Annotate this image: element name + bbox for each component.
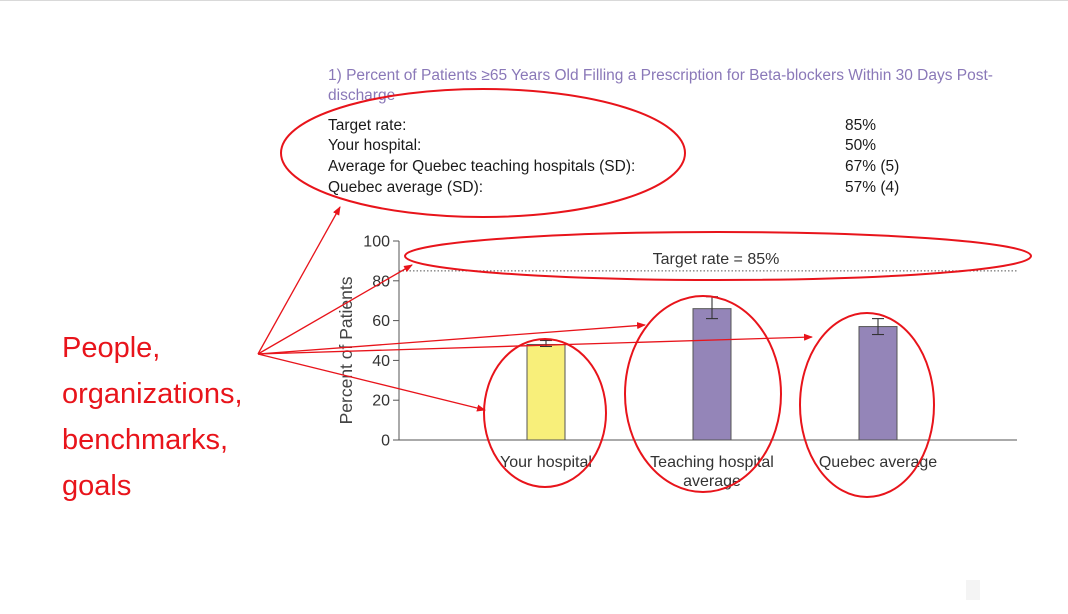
stat-label: Your hospital: [328, 137, 422, 154]
stat-row-quebec-average: Quebec average (SD): 57% (4) [328, 179, 978, 199]
bar-2 [858, 326, 898, 441]
y-tick-label: 20 [372, 393, 390, 410]
stat-value: 50% [845, 137, 877, 154]
arrow-to-your-hospital [257, 353, 486, 412]
category-label-2: Quebec average [819, 454, 937, 471]
arrow-to-stats [257, 206, 341, 355]
target-label: Target rate = 85% [653, 251, 780, 268]
your-hospital-highlight-ellipse [483, 338, 607, 488]
arrow-to-teaching-hospital [257, 322, 646, 355]
stat-row-your-hospital: Your hospital: 50% [328, 137, 978, 157]
chart-title: 1) Percent of Patients ≥65 Years Old Fil… [328, 67, 993, 104]
stat-value: 85% [845, 117, 877, 134]
chart-plot: 0 20 40 60 80 100 Percent of Patients Target ra… [336, 234, 1017, 490]
category-label-1: Teaching hospital [650, 454, 774, 471]
stat-value: 67% (5) [845, 158, 900, 175]
stat-label: Average for Quebec teaching hospitals (S… [328, 158, 636, 175]
y-tick-label: 0 [381, 433, 390, 450]
arrow-to-target [257, 264, 413, 355]
bar-0 [526, 343, 566, 441]
stats-highlight-ellipse [280, 88, 686, 218]
category-label-0: Your hospital [500, 454, 592, 471]
annotation-layer [257, 88, 1032, 498]
caption-line: goals [62, 470, 132, 502]
stat-label: Quebec average (SD): [328, 179, 484, 196]
y-tick-label: 40 [372, 353, 390, 370]
stat-value: 57% (4) [845, 179, 900, 196]
target-highlight-ellipse [404, 231, 1032, 281]
bar-1 [692, 308, 732, 441]
quebec-average-highlight-ellipse [799, 312, 935, 498]
y-axis-label: Percent of Patients [336, 276, 356, 424]
y-tick-label: 80 [372, 273, 390, 290]
left-caption: People, organizations, benchmarks, goals [62, 325, 243, 509]
y-tick-label: 60 [372, 313, 390, 330]
stat-row-teaching-average: Average for Quebec teaching hospitals (S… [328, 158, 978, 178]
caption-line: organizations, [62, 378, 243, 410]
category-label-1: average [683, 473, 741, 490]
stat-label: Target rate: [328, 117, 407, 134]
caption-line: benchmarks, [62, 424, 229, 456]
top-divider [0, 0, 1068, 1]
caption-line: People, [62, 332, 161, 364]
teaching-hospital-highlight-ellipse [624, 295, 782, 493]
stat-row-target: Target rate: 85% [328, 117, 978, 137]
corner-mark [966, 580, 980, 600]
arrow-to-quebec-average [257, 333, 813, 355]
y-tick-label: 100 [363, 234, 390, 251]
